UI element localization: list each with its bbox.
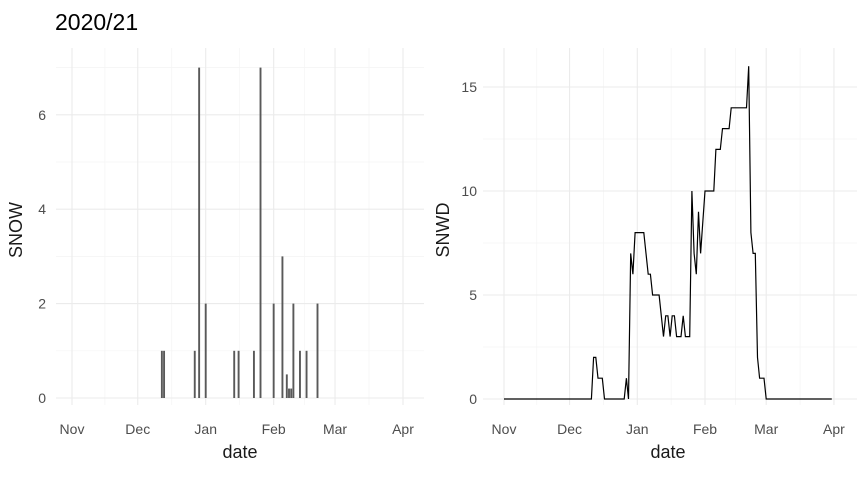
snow-bar: [237, 350, 240, 398]
y-tick-label: 6: [38, 107, 46, 123]
chart-title: 2020/21: [55, 9, 138, 35]
x-tick-label: Nov: [492, 421, 517, 437]
snwd-line: [504, 66, 832, 400]
y-tick-label: 0: [469, 391, 477, 407]
snwd-line-chart: 0 5 10 15 Nov Dec Jan Feb Mar Apr date SNWD: [433, 48, 857, 462]
snow-bar: [292, 303, 295, 398]
snow-bar: [233, 350, 236, 398]
y-tick-label: 2: [38, 296, 46, 312]
snow-bar: [272, 303, 275, 398]
x-tick-label: Feb: [693, 421, 717, 437]
snow-bar-chart: 0 2 4 6 Nov Dec Jan Feb Mar Apr date SNOW 2020/21: [6, 9, 424, 462]
snow-bar: [299, 350, 301, 398]
snow-bar: [281, 256, 284, 398]
snow-bar: [252, 350, 255, 398]
y-tick-label: 15: [461, 79, 477, 95]
x-tick-label: Apr: [392, 421, 414, 437]
x-axis-title: date: [222, 442, 257, 462]
snow-bar: [316, 303, 319, 398]
snow-bar: [160, 350, 163, 398]
snow-bar: [204, 303, 207, 398]
y-tick-label: 0: [38, 390, 46, 406]
x-tick-label: Apr: [823, 421, 845, 437]
snow-bar: [259, 67, 262, 398]
x-tick-label: Jan: [194, 421, 217, 437]
x-tick-label: Dec: [125, 421, 150, 437]
x-tick-label: Dec: [557, 421, 582, 437]
x-tick-label: Feb: [262, 421, 286, 437]
y-tick-label: 10: [461, 183, 477, 199]
snow-bar: [288, 388, 290, 398]
snow-bar: [285, 374, 288, 398]
x-tick-label: Mar: [323, 421, 347, 437]
y-tick-label: 5: [469, 287, 477, 303]
snow-bar: [193, 350, 196, 398]
snow-bar: [198, 67, 201, 398]
x-tick-label: Mar: [754, 421, 778, 437]
y-axis-title: SNWD: [433, 203, 453, 258]
y-tick-label: 4: [38, 201, 46, 217]
x-axis-title: date: [650, 442, 685, 462]
y-axis-title: SNOW: [6, 202, 26, 258]
snow-bar: [163, 350, 166, 398]
x-tick-label: Jan: [626, 421, 649, 437]
x-tick-label: Nov: [60, 421, 85, 437]
snow-bar: [305, 350, 308, 398]
snow-bar: [290, 388, 293, 398]
